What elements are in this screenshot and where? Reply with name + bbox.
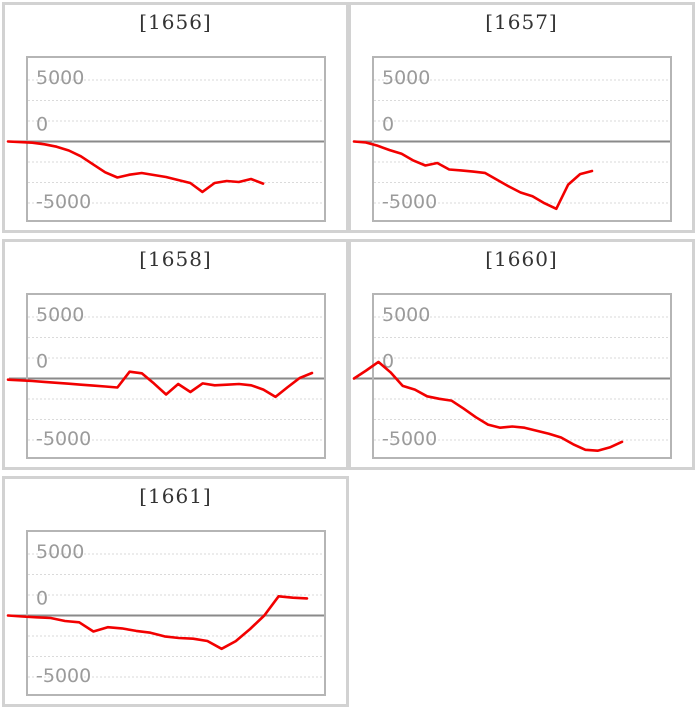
line-chart-1658: 5000 0 -5000 — [6, 293, 326, 459]
chart-card-1658: 5000 0 -5000 [1658] — [2, 239, 349, 470]
y-tick-label: 5000 — [382, 67, 430, 89]
chart-title: [1657] — [485, 10, 558, 34]
y-tick-label: 5000 — [382, 304, 430, 326]
y-tick-label: 5000 — [36, 541, 84, 563]
plot-frame — [372, 293, 672, 459]
plot-frame — [26, 293, 326, 459]
plot-frame — [26, 530, 326, 696]
y-tick-label: -5000 — [36, 191, 91, 213]
chart-card-1660: 5000 0 -5000 [1660] — [348, 239, 695, 470]
series-line — [352, 140, 594, 211]
y-tick-label: 0 — [36, 351, 48, 373]
chart-title: [1661] — [139, 484, 212, 508]
line-chart-1661: 5000 0 -5000 — [6, 530, 326, 696]
y-tick-label: -5000 — [382, 191, 437, 213]
series-line — [6, 370, 314, 399]
y-tick-label: -5000 — [36, 428, 91, 450]
y-tick-label: 0 — [36, 588, 48, 610]
series-line — [6, 595, 309, 651]
line-chart-1656: 5000 0 -5000 — [6, 56, 326, 222]
series-line — [6, 140, 265, 194]
chart-card-1656: 5000 0 -5000 [1656] — [2, 2, 349, 233]
y-tick-label: -5000 — [382, 428, 437, 450]
chart-card-1661: 5000 0 -5000 [1661] — [2, 476, 349, 707]
chart-title: [1658] — [139, 247, 212, 271]
line-chart-1657: 5000 0 -5000 — [352, 56, 672, 222]
y-tick-label: -5000 — [36, 665, 91, 687]
plot-frame — [26, 56, 326, 222]
chart-title: [1656] — [139, 10, 212, 34]
chart-card-1657: 5000 0 -5000 [1657] — [348, 2, 695, 233]
plot-frame — [372, 56, 672, 222]
y-tick-label: 5000 — [36, 304, 84, 326]
y-tick-label: 0 — [36, 114, 48, 136]
y-tick-label: 0 — [382, 114, 394, 136]
y-tick-label: 5000 — [36, 67, 84, 89]
chart-title: [1660] — [485, 247, 558, 271]
series-line — [352, 360, 624, 452]
